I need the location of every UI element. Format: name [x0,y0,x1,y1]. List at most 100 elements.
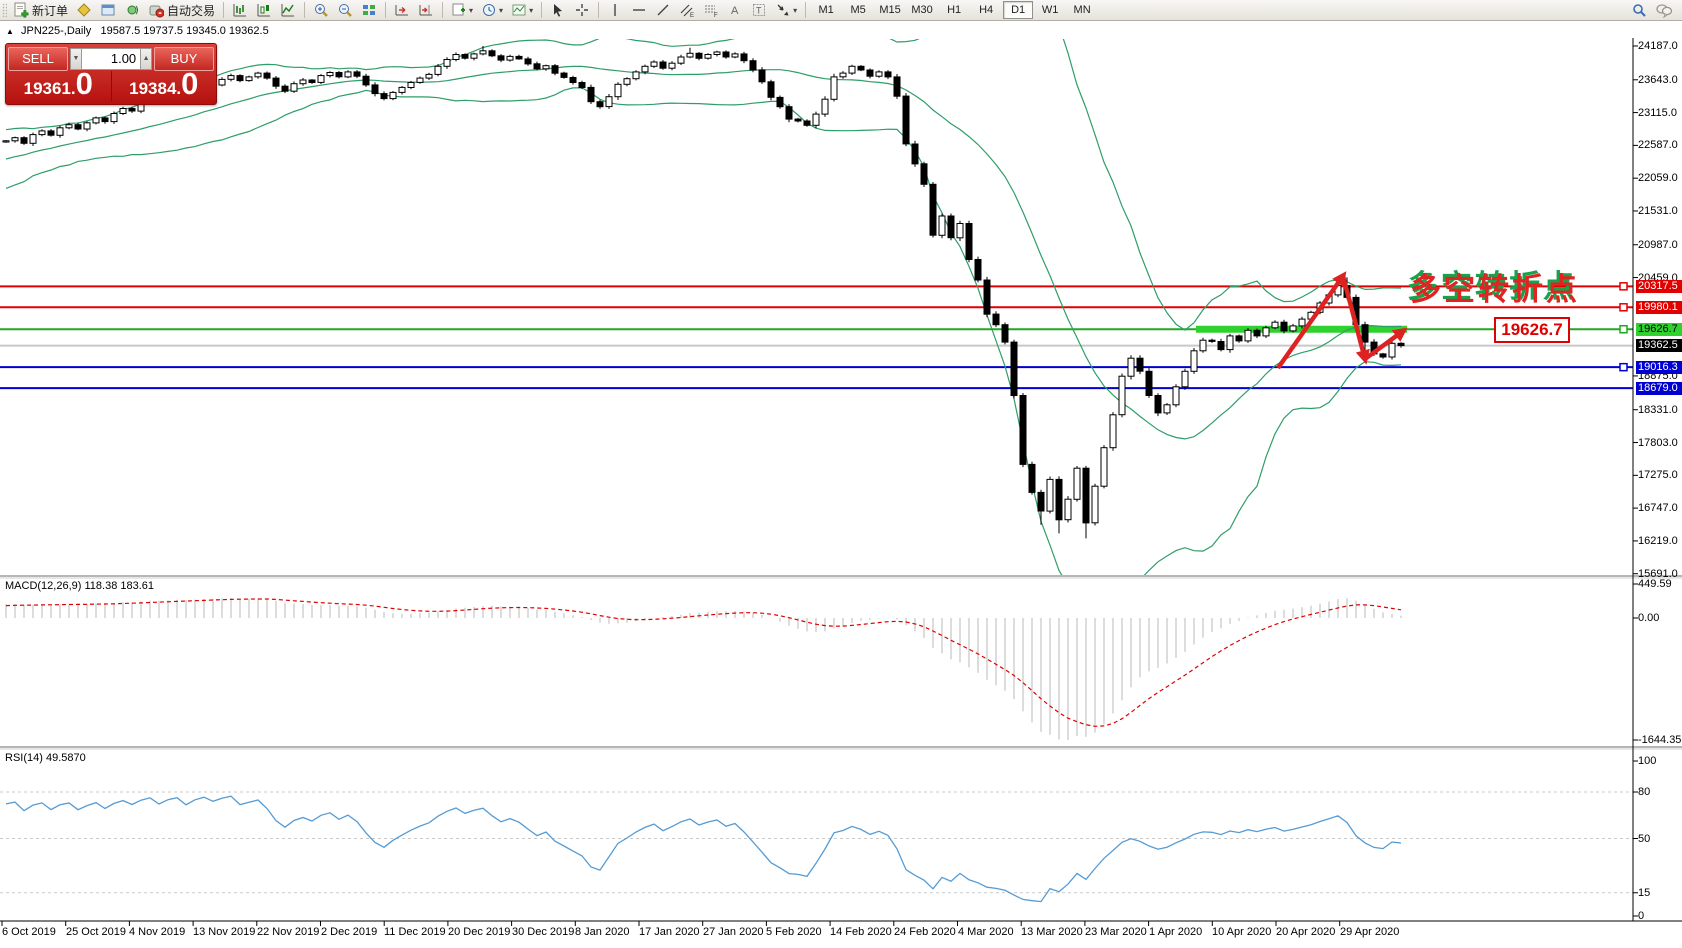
level-price-label: 19016.3 [1636,361,1682,374]
line-chart-icon [281,4,295,17]
new-chart-dropdown[interactable]: ▾ [448,1,476,19]
chat-button[interactable] [1652,1,1676,19]
timeframe-m30[interactable]: M30 [911,4,933,16]
sell-button[interactable]: SELL [8,46,68,71]
horizontal-line-tool[interactable] [628,1,650,19]
auto-scroll-button[interactable] [391,1,413,19]
buy-price-big-digit: 0 [181,66,199,101]
chart-title: ▲ JPN225-,Daily 19587.5 19737.5 19345.0 … [6,25,269,37]
fibonacci-tool[interactable]: F [700,1,722,19]
candlestick-chart-button[interactable] [253,1,275,19]
price-tick-label: 24187.0 [1638,40,1678,52]
date-tick-label: 30 Dec 2019 [512,926,575,938]
charts-button[interactable] [73,1,95,19]
buy-price[interactable]: 19384. 0 [112,66,217,101]
date-tick-label: 20 Apr 2020 [1276,926,1336,938]
horizontal-line-icon [633,9,646,11]
turning-point-annotation[interactable]: 多空转折点 [1410,272,1580,307]
timeframe-m1[interactable]: M1 [818,4,834,16]
timeframe-m15[interactable]: M15 [879,4,901,16]
charts-icon [77,3,91,17]
date-tick-label: 22 Nov 2019 [257,926,320,938]
bar-chart-button[interactable] [229,1,251,19]
price-tick-label: 20987.0 [1638,239,1678,251]
tile-windows-icon [363,5,376,15]
crosshair-tool-button[interactable] [571,1,593,19]
zoom-out-button[interactable] [334,1,356,19]
date-tick-label: 13 Mar 2020 [1021,926,1083,938]
date-tick-label: 20 Dec 2019 [448,926,511,938]
volume-increase-button[interactable]: ▲ [140,47,152,70]
channel-icon: E [680,4,694,18]
chevron-down-icon: ▾ [793,5,798,15]
price-tick-label: 22587.0 [1638,139,1678,151]
vertical-line-tool[interactable] [604,1,626,19]
date-tick-label: 29 Apr 2020 [1340,926,1400,938]
date-tick-label: 17 Jan 2020 [639,926,700,938]
price-tick-label: 18331.0 [1638,404,1678,416]
new-chart-icon [452,3,466,16]
autotrading-icon [149,5,165,18]
price-tag-label[interactable]: 19626.7 [1494,317,1570,343]
date-tick-label: 5 Feb 2020 [766,926,822,938]
bar-chart-icon [233,4,247,17]
buy-button[interactable]: BUY [154,46,214,71]
text-tool[interactable]: A [724,1,746,19]
volume-input[interactable] [81,47,141,70]
price-tick-label: 23643.0 [1638,74,1678,86]
rsi-indicator-label: RSI(14) 49.5870 [5,752,86,764]
chevron-down-icon: ▾ [499,5,504,15]
price-tick-label: 16747.0 [1638,502,1678,514]
macd-tick-label: 449.59 [1638,578,1672,590]
profiles-button[interactable] [97,1,119,19]
cursor-tool-button[interactable] [547,1,569,19]
arrows-dropdown[interactable]: ▾ [772,1,800,19]
sound-button[interactable] [121,1,143,19]
tile-windows-button[interactable] [358,1,380,19]
rsi-tick-label: 0 [1638,910,1645,922]
level-price-label: 19362.5 [1636,339,1682,352]
timeframe-d1[interactable]: D1 [1003,1,1034,19]
toolbar-grip[interactable] [2,3,7,17]
equidistant-channel-tool[interactable]: E [676,1,698,19]
zoom-out-icon [339,4,352,17]
line-chart-button[interactable] [277,1,299,19]
collapse-triangle-icon: ▲ [6,27,14,36]
timeframe-m5[interactable]: M5 [850,4,866,16]
autotrading-button[interactable]: 自动交易 [145,1,218,19]
new-order-button[interactable]: 新订单 [10,1,71,19]
auto-scroll-icon [395,5,409,16]
svg-text:A: A [731,5,739,17]
search-icon [1633,4,1646,17]
timeframe-w1[interactable]: W1 [1041,4,1059,16]
symbol-period-label: JPN225-,Daily [20,25,92,37]
zoom-in-button[interactable] [310,1,332,19]
profiles-icon [101,4,115,16]
template-dropdown[interactable]: ▾ [508,1,536,19]
rsi-current-value: 49.5870 [45,752,86,764]
trendline-icon [657,4,669,16]
sell-price[interactable]: 19361. 0 [6,68,112,101]
text-icon: A [731,5,739,17]
price-tick-label: 17803.0 [1638,437,1678,449]
text-label-tool[interactable]: T [748,1,770,19]
search-button[interactable] [1628,1,1650,19]
timeframe-mn[interactable]: MN [1073,4,1091,16]
level-price-label: 19626.7 [1636,323,1682,336]
chevron-down-icon: ▾ [469,5,474,15]
volume-decrease-button[interactable]: ▼ [70,47,82,70]
timeframe-h4[interactable]: H4 [979,4,994,16]
timeframe-h1[interactable]: H1 [947,4,962,16]
price-tick-label: 16219.0 [1638,535,1678,547]
price-tick-label: 21531.0 [1638,205,1678,217]
date-tick-label: 23 Mar 2020 [1085,926,1147,938]
date-tick-label: 8 Jan 2020 [575,926,630,938]
trendline-tool[interactable] [652,1,674,19]
chart-shift-button[interactable] [415,1,437,19]
level-price-label: 20317.5 [1636,280,1682,293]
volume-spinner: ▼ ▲ [70,47,152,70]
clock-icon [483,4,496,16]
period-dropdown[interactable]: ▾ [478,1,506,19]
